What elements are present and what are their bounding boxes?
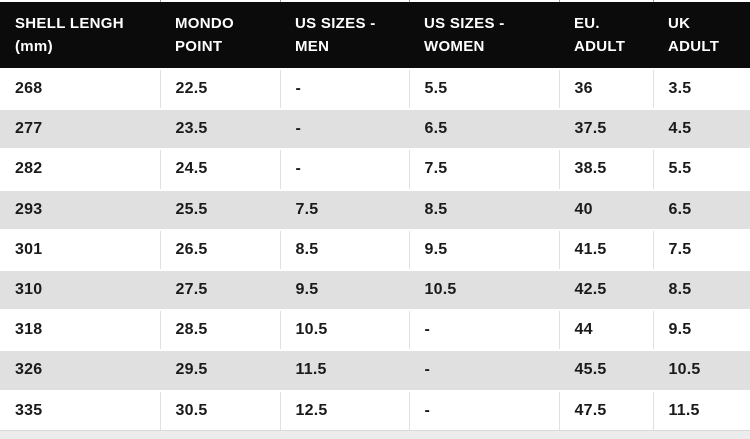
table-row: 326 29.5 11.5-45.5 10.5 xyxy=(0,349,750,391)
column-divider-tick xyxy=(653,0,654,2)
table-cell: 335 xyxy=(0,389,160,431)
header-row: SHELL LENGH (mm) MONDO POINT US SIZES - MEN US… xyxy=(0,2,750,69)
size-conversion-table: SHELL LENGH (mm) MONDO POINT US SIZES - MEN US… xyxy=(0,2,750,431)
table-cell: 30.5 xyxy=(159,389,280,431)
table-row: 301 26.5 8.5 9.5 41.5 7.5 xyxy=(0,228,750,270)
table-cell: 8.5 xyxy=(279,228,409,270)
header-cell-line: WOMEN xyxy=(424,38,485,55)
table-cell: 25.5 xyxy=(159,188,280,230)
table-cell: 6.5 xyxy=(652,188,750,230)
table-cell: 9.5 xyxy=(652,309,750,351)
table-cell: 7.5 xyxy=(408,148,559,190)
header-cell-line: MONDO xyxy=(175,15,234,32)
table-cell: - xyxy=(279,67,409,110)
table-cell: 310 xyxy=(0,268,160,311)
table-row: 268 22.5-5.5 36 3.5 xyxy=(0,67,750,110)
header-cell-4: EU. ADULT xyxy=(559,2,653,69)
table-cell: - xyxy=(408,309,559,351)
bottom-partial-row-strip xyxy=(0,430,750,439)
table-cell: 47.5 xyxy=(558,389,653,431)
table-cell: 36 xyxy=(558,67,653,110)
header-cell-5: UK ADULT xyxy=(653,2,750,69)
table-body: 268 22.5-5.5 36 3.5 277 23.5-6.5 37.5 4.5 282 24.… xyxy=(0,67,750,431)
table-cell: 326 xyxy=(0,349,160,391)
table-row: 335 30.5 12.5-47.5 11.5 xyxy=(0,389,750,431)
table-cell: 11.5 xyxy=(279,349,409,391)
table-cell: 9.5 xyxy=(408,228,559,270)
table-cell: 45.5 xyxy=(558,349,653,391)
table-cell: 26.5 xyxy=(159,228,280,270)
header-cell-2: US SIZES - MEN xyxy=(280,2,409,69)
header-cell-line: ADULT xyxy=(574,38,626,55)
table-row: 318 28.5 10.5-44 9.5 xyxy=(0,309,750,351)
header-cell-line: EU. xyxy=(574,15,600,32)
table-cell: 42.5 xyxy=(558,268,653,311)
header-cell-line: UK xyxy=(668,15,691,32)
table-cell: - xyxy=(279,148,409,190)
table-cell: 277 xyxy=(0,108,160,150)
table-cell: 12.5 xyxy=(279,389,409,431)
table-cell: 5.5 xyxy=(652,148,750,190)
header-cell-line: MEN xyxy=(295,38,330,55)
header-cell-line: POINT xyxy=(175,38,223,55)
table-cell: - xyxy=(408,349,559,391)
table-cell: 4.5 xyxy=(652,108,750,150)
table-cell: 7.5 xyxy=(652,228,750,270)
table-cell: 38.5 xyxy=(558,148,653,190)
table-cell: 44 xyxy=(558,309,653,351)
table-cell: 41.5 xyxy=(558,228,653,270)
table-cell: 9.5 xyxy=(279,268,409,311)
table-cell: 10.5 xyxy=(408,268,559,311)
table-cell: 11.5 xyxy=(652,389,750,431)
table-cell: 5.5 xyxy=(408,67,559,110)
table-header: SHELL LENGH (mm) MONDO POINT US SIZES - MEN US… xyxy=(0,2,750,69)
table-cell: 37.5 xyxy=(558,108,653,150)
table-row: 277 23.5-6.5 37.5 4.5 xyxy=(0,108,750,150)
table-cell: - xyxy=(279,108,409,150)
table-cell: 23.5 xyxy=(159,108,280,150)
table-cell: 28.5 xyxy=(159,309,280,351)
table-cell: 318 xyxy=(0,309,160,351)
column-divider-tick xyxy=(559,0,560,2)
table-cell: 24.5 xyxy=(159,148,280,190)
table-cell: 293 xyxy=(0,188,160,230)
table-cell: 8.5 xyxy=(408,188,559,230)
table-cell: 10.5 xyxy=(279,309,409,351)
column-divider-tick xyxy=(160,0,161,2)
column-divider-tick xyxy=(280,0,281,2)
header-cell-line: US SIZES - xyxy=(295,15,376,32)
table-cell: 301 xyxy=(0,228,160,270)
header-cell-line: ADULT xyxy=(668,38,720,55)
table-cell: 268 xyxy=(0,67,160,110)
header-cell-line: SHELL LENGH xyxy=(15,15,124,32)
header-cell-3: US SIZES - WOMEN xyxy=(409,2,559,69)
table-cell: 10.5 xyxy=(652,349,750,391)
table-cell: 27.5 xyxy=(159,268,280,311)
header-cell-1: MONDO POINT xyxy=(160,2,280,69)
table-row: 293 25.5 7.5 8.5 40 6.5 xyxy=(0,188,750,230)
table-cell: 7.5 xyxy=(279,188,409,230)
table-cell: 3.5 xyxy=(652,67,750,110)
table-row: 282 24.5-7.5 38.5 5.5 xyxy=(0,148,750,190)
column-divider-tick xyxy=(409,0,410,2)
table-cell: 8.5 xyxy=(652,268,750,311)
table-cell: 40 xyxy=(558,188,653,230)
header-cell-line: US SIZES - xyxy=(424,15,505,32)
table-cell: 6.5 xyxy=(408,108,559,150)
table-cell: 29.5 xyxy=(159,349,280,391)
table-cell: 22.5 xyxy=(159,67,280,110)
header-cell-line: (mm) xyxy=(15,38,53,55)
table-cell: 282 xyxy=(0,148,160,190)
table-row: 310 27.5 9.5 10.5 42.5 8.5 xyxy=(0,268,750,311)
header-cell-0: SHELL LENGH (mm) xyxy=(0,2,160,69)
table-cell: - xyxy=(408,389,559,431)
